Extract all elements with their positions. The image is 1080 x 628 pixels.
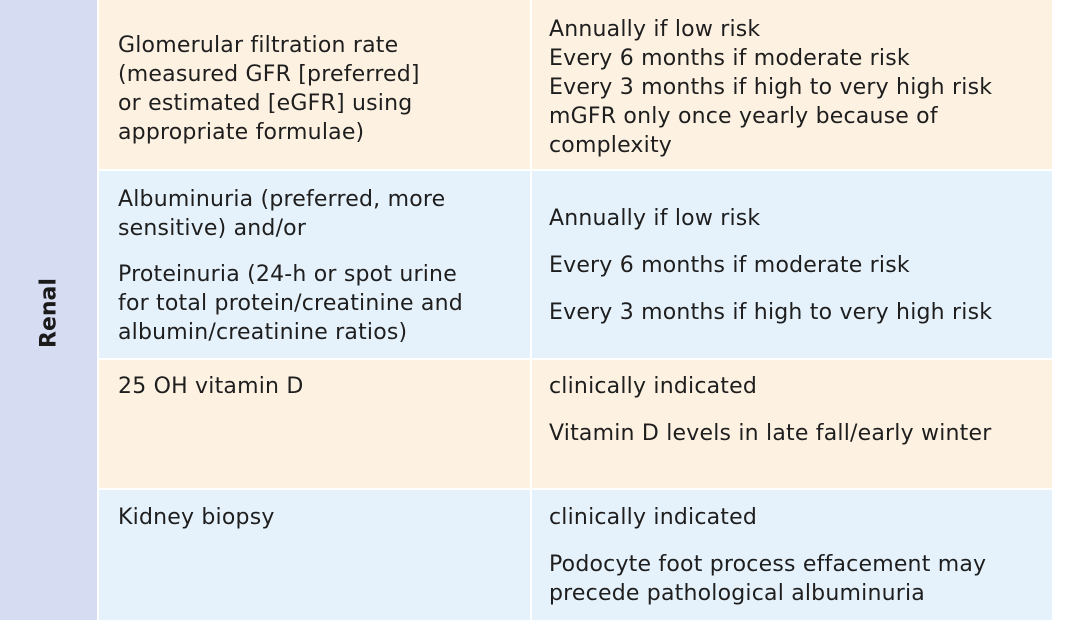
frequency-text: Every 6 months if moderate risk xyxy=(549,253,910,278)
frequency-text: Podocyte foot process effacement may xyxy=(549,552,987,577)
test-cell-vitamin-d: 25 OH vitamin D xyxy=(99,360,530,488)
frequency-text: Every 6 months if moderate risk xyxy=(549,46,910,71)
renal-monitoring-table: Renal Glomerular filtration rate (measur… xyxy=(0,0,1052,620)
frequency-text: precede pathological albuminuria xyxy=(549,581,925,606)
test-cell-gfr: Glomerular filtration rate (measured GFR… xyxy=(99,0,530,169)
frequency-text: mGFR only once yearly because of xyxy=(549,104,938,129)
test-text: or estimated [eGFR] using xyxy=(118,91,413,116)
spacer xyxy=(549,532,1052,550)
spacer xyxy=(549,280,1052,298)
section-label: Renal xyxy=(36,278,62,348)
frequency-cell-albuminuria: Annually if low risk Every 6 months if m… xyxy=(532,171,1052,358)
frequency-text: clinically indicated xyxy=(549,374,758,399)
spacer xyxy=(549,401,1052,419)
test-text: Albuminuria (preferred, more xyxy=(118,187,446,212)
frequency-cell-gfr: Annually if low risk Every 6 months if m… xyxy=(532,0,1052,169)
test-text: sensitive) and/or xyxy=(118,216,307,241)
spacer xyxy=(549,233,1052,251)
frequency-text: Annually if low risk xyxy=(549,17,761,42)
test-cell-kidney-biopsy: Kidney biopsy xyxy=(99,490,530,620)
frequency-text: Annually if low risk xyxy=(549,206,761,231)
test-text: Kidney biopsy xyxy=(118,505,275,530)
frequency-cell-vitamin-d: clinically indicated Vitamin D levels in… xyxy=(532,360,1052,488)
test-cell-albuminuria: Albuminuria (preferred, more sensitive) … xyxy=(99,171,530,358)
test-text: 25 OH vitamin D xyxy=(118,374,304,399)
frequency-text: clinically indicated xyxy=(549,505,758,530)
frequency-text: Vitamin D levels in late fall/early wint… xyxy=(549,421,992,446)
test-text: appropriate formulae) xyxy=(118,120,365,145)
spacer xyxy=(118,243,530,260)
frequency-text: complexity xyxy=(549,133,672,158)
frequency-text: Every 3 months if high to very high risk xyxy=(549,75,993,100)
frequency-text: Every 3 months if high to very high risk xyxy=(549,300,993,325)
test-text: albumin/creatinine ratios) xyxy=(118,320,408,345)
section-label-column: Renal xyxy=(0,0,97,620)
frequency-cell-kidney-biopsy: clinically indicated Podocyte foot proce… xyxy=(532,490,1052,620)
test-text: Proteinuria (24-h or spot urine xyxy=(118,262,457,287)
test-text: Glomerular filtration rate xyxy=(118,33,399,58)
test-text: (measured GFR [preferred] xyxy=(118,62,420,87)
test-text: for total protein/creatinine and xyxy=(118,291,463,316)
